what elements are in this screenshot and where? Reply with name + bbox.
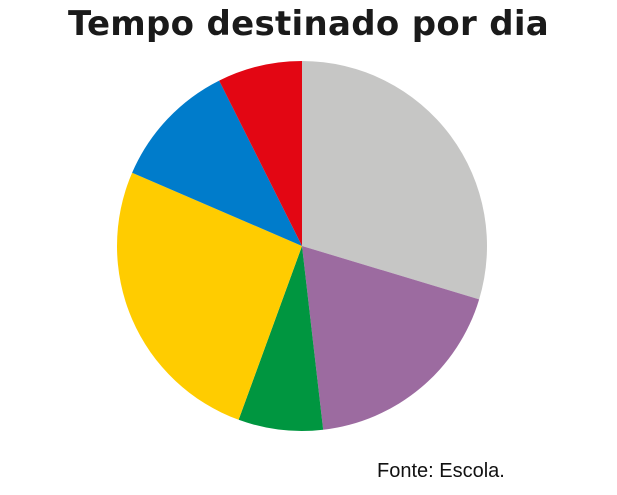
- chart-source: Fonte: Escola.: [377, 460, 505, 482]
- pie-slice-1: [302, 61, 488, 300]
- pie-slice-5: [132, 80, 302, 246]
- pie-slice-4: [116, 172, 302, 420]
- chart-title: Tempo destinado por dia: [67, 4, 550, 44]
- pie-slices: [116, 60, 488, 431]
- pie-slice-6: [219, 60, 302, 246]
- pie-slice-3: [238, 246, 324, 431]
- pie-slice-2: [302, 246, 480, 430]
